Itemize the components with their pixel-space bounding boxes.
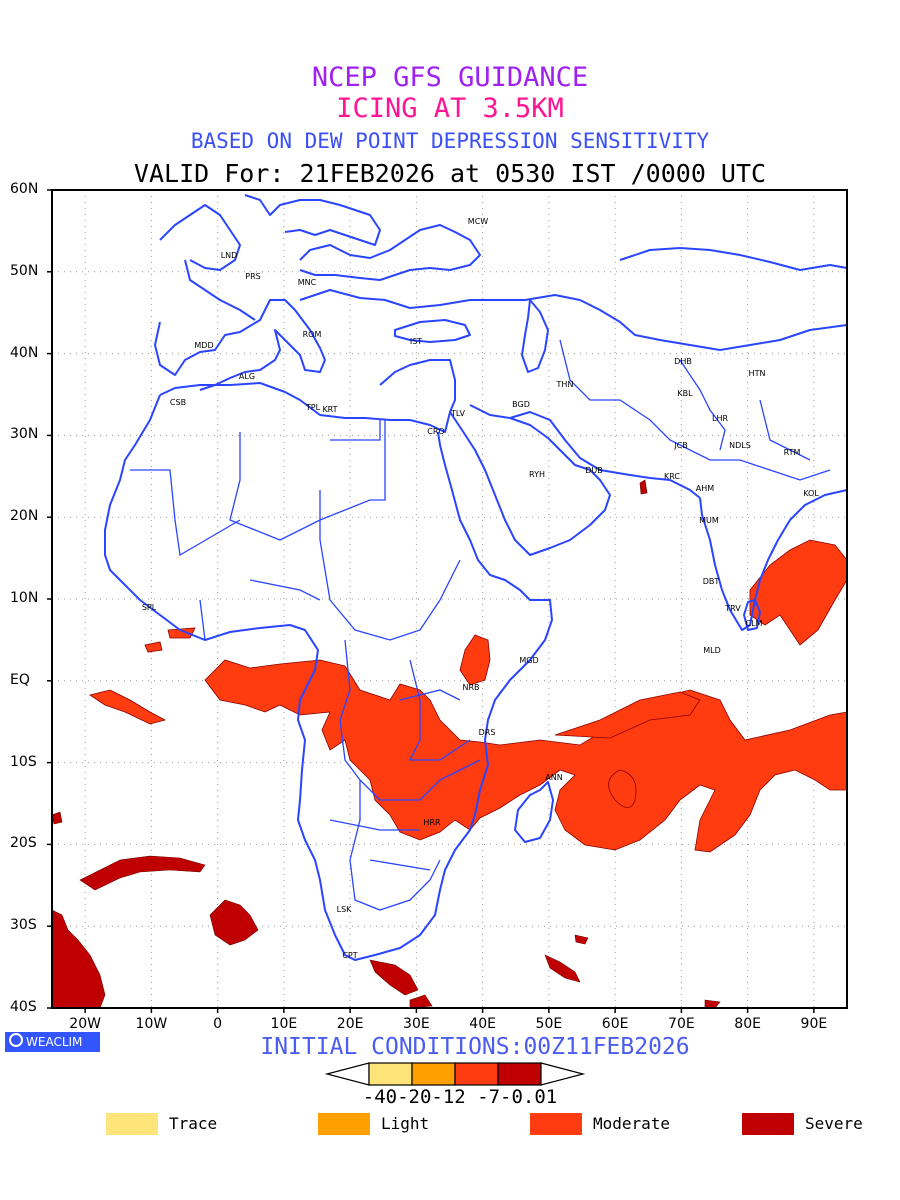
city-label: NDLS xyxy=(729,441,751,450)
city-label: CPT xyxy=(342,951,357,960)
lat-label: 40N xyxy=(10,344,39,361)
lon-label: 60E xyxy=(601,1016,629,1032)
city-label: TPL xyxy=(305,403,321,412)
parameter-title: ICING AT 3.5KM xyxy=(336,93,564,124)
lon-label: 10E xyxy=(270,1016,298,1032)
lon-label: 30E xyxy=(403,1016,430,1032)
severe-icing-areas xyxy=(52,479,721,1008)
legend-label-severe: Severe xyxy=(805,1114,863,1133)
moderate-icing-areas xyxy=(89,539,847,853)
lon-label: 80E xyxy=(734,1016,761,1032)
lon-label: 0 xyxy=(213,1016,223,1032)
city-label: AHM xyxy=(696,484,714,493)
lon-label: 70E xyxy=(668,1016,695,1032)
city-label: NRB xyxy=(462,683,479,692)
city-label: JCB xyxy=(673,441,687,450)
lat-label: 40S xyxy=(10,999,37,1015)
city-label: ALG xyxy=(239,372,255,381)
city-label: TRV xyxy=(724,604,741,613)
city-label: LSK xyxy=(337,905,353,914)
lon-label: 40E xyxy=(469,1016,496,1032)
lat-label: 60N xyxy=(10,181,39,197)
city-label: RYH xyxy=(529,470,545,479)
city-label: HRR xyxy=(423,818,441,827)
city-label: THN xyxy=(556,380,574,389)
lon-label: 90E xyxy=(800,1016,828,1032)
city-label: MNC xyxy=(298,278,317,287)
city-label: ROM xyxy=(303,330,322,339)
country-borders xyxy=(130,339,831,911)
city-label: DRS xyxy=(479,728,496,737)
legend-label-light: Light xyxy=(381,1114,430,1133)
initial-conditions: INITIAL CONDITIONS:00Z11FEB2026 xyxy=(260,1034,690,1060)
city-label: SPL xyxy=(142,603,157,612)
city-label: ANN xyxy=(545,773,562,782)
city-label: DBT xyxy=(703,577,720,586)
city-label: RTM xyxy=(784,448,801,457)
lon-label: 50E xyxy=(535,1016,563,1032)
city-label: TLV xyxy=(450,409,465,418)
city-label: CSB xyxy=(170,398,186,407)
city-label: KBL xyxy=(677,389,693,398)
lat-label: 20N xyxy=(10,508,39,525)
product-title: NCEP GFS GUIDANCE xyxy=(311,62,589,93)
axis-ticks xyxy=(47,189,815,1013)
city-label: MDD xyxy=(194,341,213,350)
legend-swatch-severe xyxy=(742,1113,794,1135)
legend-label-moderate: Moderate xyxy=(593,1114,671,1133)
weaclim-logo: WEACLIM xyxy=(5,1032,100,1052)
city-label: HTN xyxy=(749,369,766,378)
legend-swatch-moderate xyxy=(530,1113,582,1135)
lat-label: 50N xyxy=(10,262,39,279)
lat-label: 30S xyxy=(10,917,37,934)
lon-label: 20E xyxy=(336,1016,364,1032)
city-label: MCW xyxy=(468,217,488,226)
legend-label-trace: Trace xyxy=(169,1114,218,1133)
legend-swatch-light xyxy=(318,1113,370,1135)
city-label: CLM xyxy=(746,619,763,628)
city-label: LND xyxy=(221,251,238,260)
globe-icon xyxy=(9,1033,23,1047)
city-labels: MCW LND PRS MNC ROM IST MDD ALG CSB TPL KRT CRO TLV B… xyxy=(142,217,820,960)
lat-label: 10N xyxy=(10,590,39,606)
city-label: DUB xyxy=(585,466,603,475)
lat-label: 20S xyxy=(10,835,37,852)
valid-time: VALID For: 21FEB2026 at 0530 IST /0000 U… xyxy=(133,159,767,188)
method-subtitle: BASED ON DEW POINT DEPRESSION SENSITIVIT… xyxy=(190,129,710,153)
lon-label: 10W xyxy=(135,1016,168,1032)
city-label: BGD xyxy=(512,400,530,409)
city-label: LHR xyxy=(712,414,728,423)
lat-label: 30N xyxy=(10,426,39,443)
coastlines xyxy=(104,194,847,961)
legend-swatch-trace xyxy=(106,1113,158,1135)
city-label: PRS xyxy=(245,272,260,281)
city-label: CRO xyxy=(427,427,444,436)
city-label: KOL xyxy=(803,489,819,498)
colorbar-ticks: -40-20-12 -7-0.01 xyxy=(362,1086,558,1108)
city-label: MLD xyxy=(703,646,721,655)
city-label: MUM xyxy=(699,516,719,525)
city-label: DHB xyxy=(674,357,692,366)
city-label: KRT xyxy=(322,405,337,414)
lat-label: 10S xyxy=(10,753,37,770)
city-label: MGD xyxy=(519,656,538,665)
map-background xyxy=(52,190,847,1008)
logo-text: WEACLIM xyxy=(26,1035,83,1049)
lat-label: EQ xyxy=(10,671,30,688)
city-label: KRC xyxy=(664,472,680,481)
lon-label: 20W xyxy=(69,1016,101,1032)
city-label: IST xyxy=(410,337,422,346)
